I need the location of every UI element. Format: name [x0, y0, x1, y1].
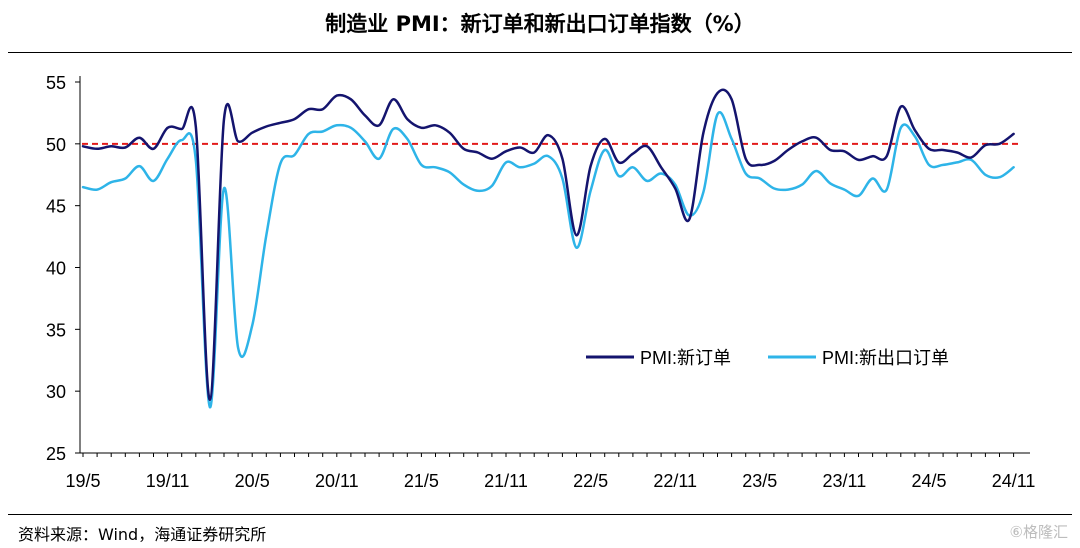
- y-tick-label: 25: [46, 444, 66, 464]
- legend-label-new-export-orders: PMI:新出口订单: [822, 348, 949, 368]
- x-tick-label: 24/5: [911, 471, 946, 491]
- x-tick-label: 21/5: [404, 471, 439, 491]
- y-tick-label: 50: [46, 135, 66, 155]
- x-tick-label: 23/5: [742, 471, 777, 491]
- x-tick-label: 20/11: [315, 471, 359, 491]
- series-new-export-orders-line: [81, 111, 1015, 409]
- series-new-orders-line: [81, 88, 1015, 402]
- x-tick-label: 19/5: [65, 471, 100, 491]
- x-tick-label: 22/11: [653, 471, 697, 491]
- y-tick-label: 40: [46, 259, 66, 279]
- y-tick-label: 35: [46, 320, 66, 340]
- x-tick-label: 24/11: [992, 471, 1036, 491]
- title-divider: [8, 52, 1072, 53]
- y-tick-label: 30: [46, 382, 66, 402]
- chart: 25 30 35 40 45 50 55 19/5 19/11 20/5 20/11 21/5 21/1…: [0, 56, 1080, 508]
- y-tick-label: 45: [46, 197, 66, 217]
- x-tick-label: 21/11: [484, 471, 528, 491]
- watermark-logo: ⑥格隆汇: [1009, 523, 1068, 541]
- x-tick-label: 19/11: [146, 471, 190, 491]
- page-title: 制造业 PMI：新订单和新出口订单指数（%）: [325, 12, 755, 36]
- x-tick-label: 20/5: [235, 471, 270, 491]
- line-chart: 25 30 35 40 45 50 55 19/5 19/11 20/5 20/11 21/5 21/1…: [46, 73, 1036, 491]
- x-tick-label: 23/11: [823, 471, 867, 491]
- footer-divider: [8, 514, 1072, 515]
- source-note: 资料来源：Wind，海通证券研究所: [18, 525, 267, 544]
- legend-label-new-orders: PMI:新订单: [640, 348, 731, 368]
- x-tick-label: 22/5: [573, 471, 608, 491]
- y-tick-label: 55: [46, 73, 66, 93]
